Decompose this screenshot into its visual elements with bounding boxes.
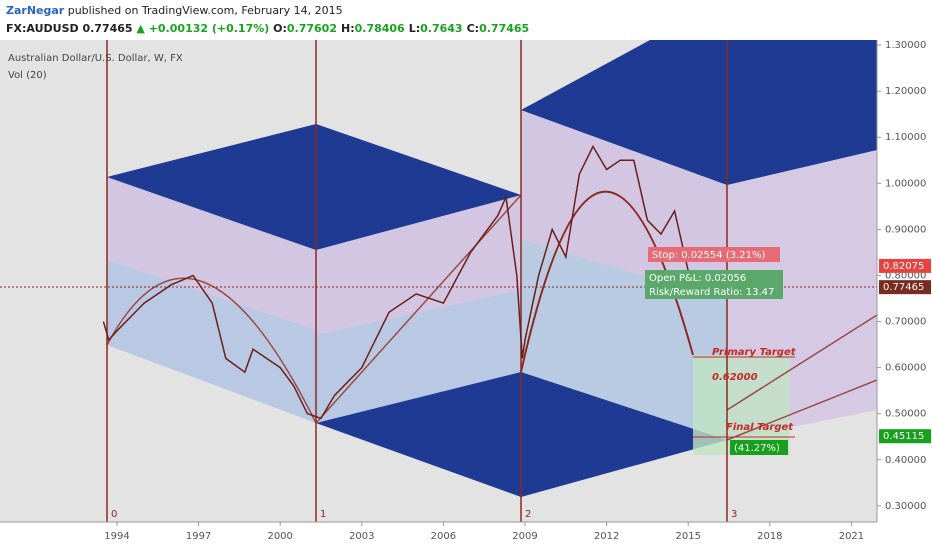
x-tick-label: 2000 — [267, 531, 292, 542]
y-tick-label: 0.90000 — [885, 224, 926, 235]
cycle-label: 2 — [525, 509, 531, 520]
ohlc-value: 0.7643 — [420, 22, 463, 35]
author[interactable]: ZarNegar — [6, 4, 65, 17]
target-zone — [693, 355, 790, 455]
annotation-box — [648, 247, 780, 262]
price-tag-label: 0.45115 — [883, 431, 924, 442]
cycle-label: 1 — [320, 509, 326, 520]
x-tick-label: 2009 — [512, 531, 537, 542]
y-tick-label: 0.70000 — [885, 317, 926, 328]
cycle-label: 3 — [731, 509, 737, 520]
published: published on TradingView.com, February 1… — [67, 4, 343, 17]
price-tag — [879, 429, 931, 444]
y-tick-label: 1.20000 — [885, 86, 926, 97]
price-tag — [879, 280, 931, 295]
annotation: (41.27%) — [734, 443, 780, 454]
symbol: FX:AUDUSD — [6, 22, 79, 35]
price-tag-label: 0.82075 — [883, 261, 924, 272]
y-tick-label: 0.80000 — [885, 270, 926, 281]
box — [107, 124, 521, 250]
price-tag — [879, 258, 931, 273]
y-tick-label: 1.10000 — [885, 132, 926, 143]
cycle-label: 0 — [111, 509, 117, 520]
last: 0.77465 — [82, 22, 133, 35]
header: ZarNegar published on TradingView.com, F… — [0, 0, 932, 40]
annotation: Stop: 0.02554 (3.21%) — [652, 250, 765, 261]
annotation-box — [645, 284, 783, 299]
ohlc-value: 0.78406 — [354, 22, 405, 35]
ohlc-label: H: — [341, 22, 355, 35]
annotation: Primary Target — [712, 347, 797, 358]
y-tick-label: 1.00000 — [885, 178, 926, 189]
ohlc-label: C: — [466, 22, 480, 35]
drawings — [0, 40, 878, 522]
x-tick-label: 2018 — [757, 531, 782, 542]
y-tick-label: 0.60000 — [885, 363, 926, 374]
annotation: 0.62000 — [712, 372, 758, 383]
change: ▲ +0.00132 (+0.17%) — [136, 22, 270, 35]
y-axis-bg — [877, 40, 932, 550]
annotation-box — [730, 440, 788, 455]
y-tick-label: 0.50000 — [885, 409, 926, 420]
ohlc-label: L: — [408, 22, 421, 35]
x-tick-label: 1994 — [104, 531, 129, 542]
y-tick-label: 0.30000 — [885, 501, 926, 512]
price-line — [102, 144, 692, 420]
ohlc-label: O: — [273, 22, 287, 35]
ohlc-value: 0.77602 — [286, 22, 337, 35]
annotation: Open P&L: 0.02056 — [649, 273, 746, 284]
x-tick-label: 2021 — [839, 531, 864, 542]
y-tick-label: 0.40000 — [885, 455, 926, 466]
channel — [107, 177, 316, 330]
annotation: Risk/Reward Ratio: 13.47 — [649, 287, 774, 298]
box — [521, 40, 877, 185]
annotation: Final Target — [726, 422, 794, 433]
ohlc-value: 0.77465 — [479, 22, 530, 35]
x-tick-label: 2006 — [431, 531, 456, 542]
annotation-box — [645, 270, 783, 285]
x-tick-label: 2015 — [675, 531, 700, 542]
x-axis-bg — [0, 522, 877, 550]
channel — [316, 195, 521, 335]
x-tick-label: 2003 — [349, 531, 374, 542]
quote-line: FX:AUDUSD 0.77465 ▲ +0.00132 (+0.17%) O:… — [6, 22, 533, 35]
channel-line — [726, 314, 878, 441]
y-tick-label: 1.30000 — [885, 40, 926, 51]
publish-line: ZarNegar published on TradingView.com, F… — [6, 4, 343, 17]
chart-title: Australian Dollar/U.S. Dollar, W, FX — [8, 53, 183, 64]
arc — [315, 194, 522, 424]
ohlc: O:0.77602 H:0.78406 L:0.7643 C:0.77465 — [273, 22, 533, 35]
subtitle: Vol (20) — [8, 70, 47, 81]
price-tag-label: 0.77465 — [883, 282, 924, 293]
arc — [106, 277, 317, 424]
x-tick-label: 2012 — [594, 531, 619, 542]
x-tick-label: 1997 — [186, 531, 211, 542]
